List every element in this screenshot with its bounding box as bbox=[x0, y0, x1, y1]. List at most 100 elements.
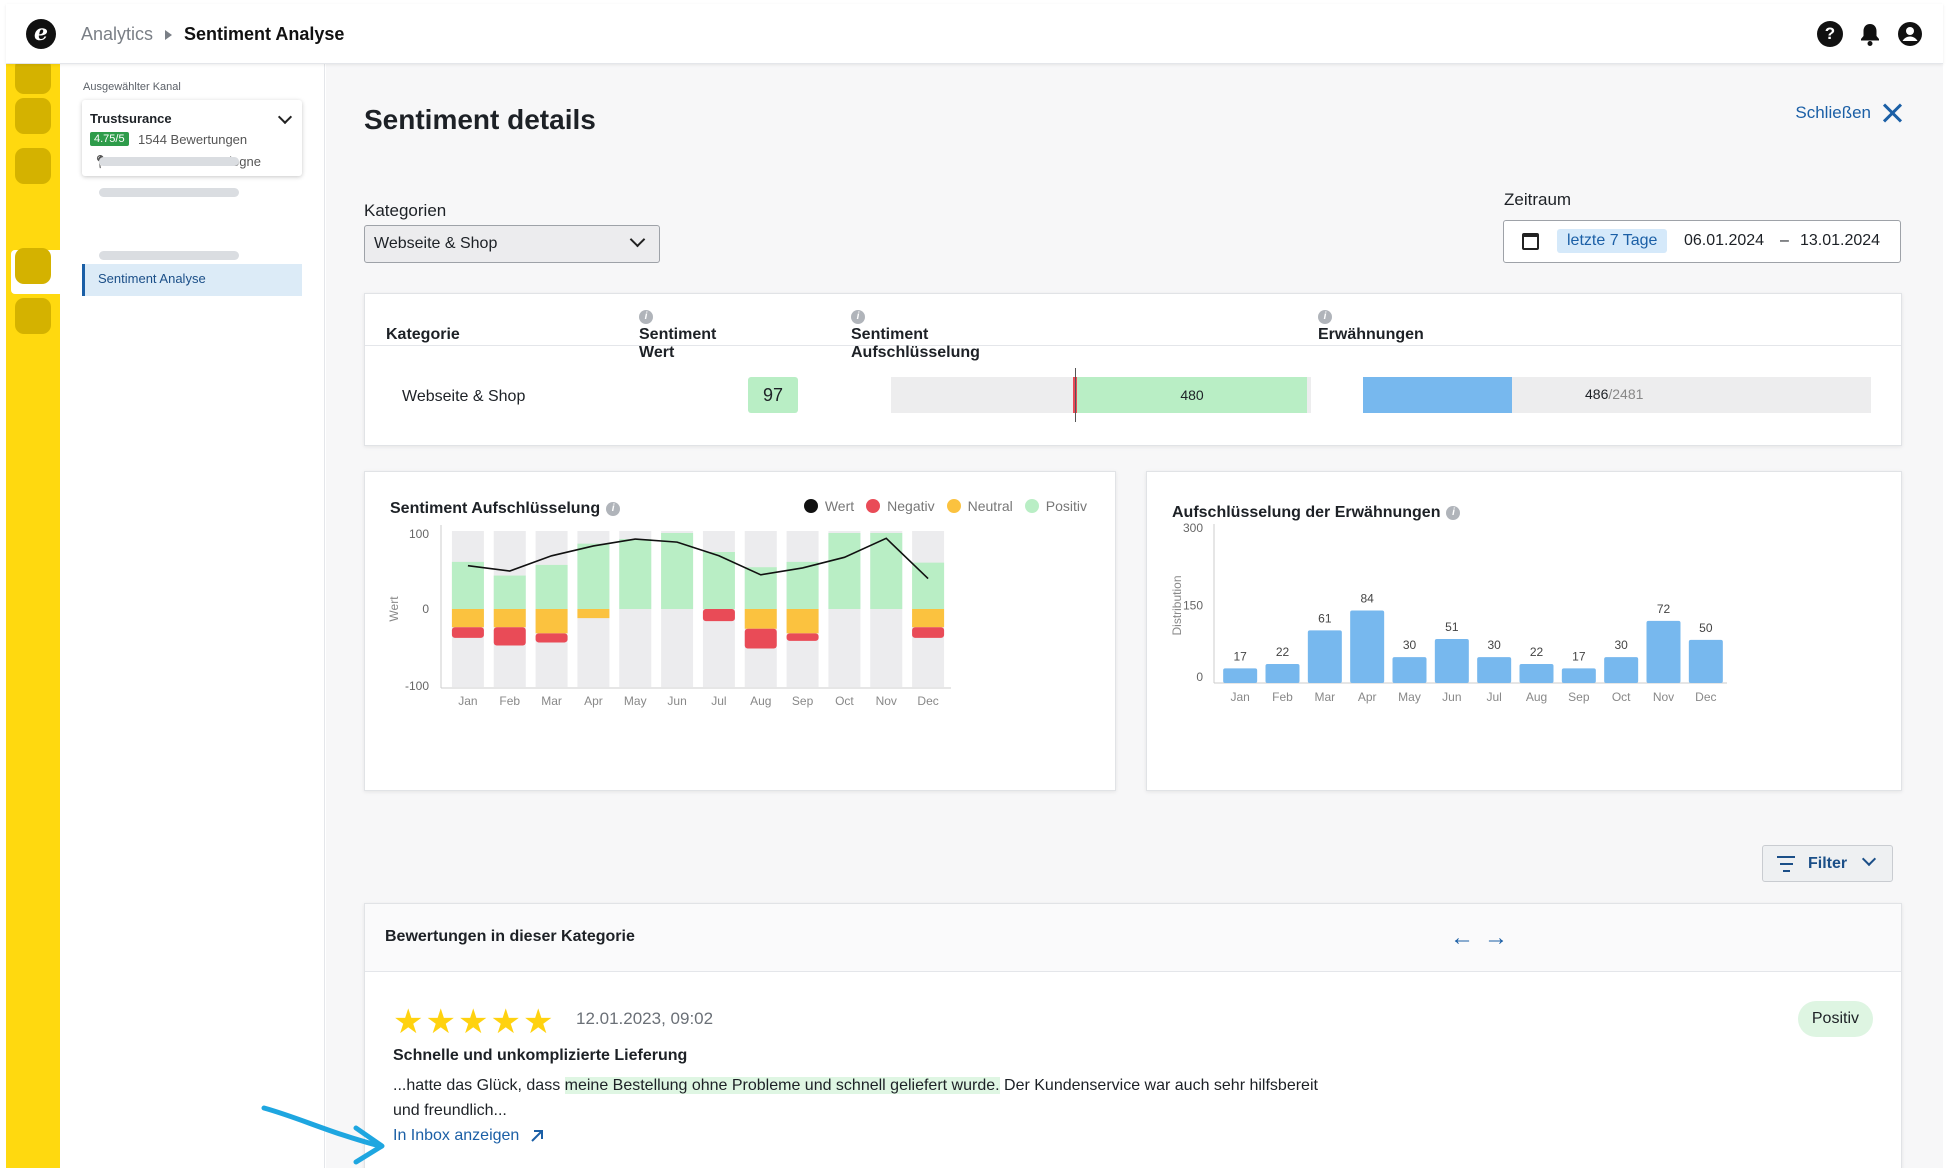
bar-positive bbox=[870, 533, 903, 609]
x-tick-label: Jun bbox=[667, 694, 686, 708]
category-select[interactable]: Webseite & Shop bbox=[364, 225, 660, 263]
data-label: 51 bbox=[1445, 620, 1459, 634]
bar-neutral bbox=[786, 609, 819, 634]
sidebar-item-placeholder[interactable] bbox=[99, 188, 239, 197]
top-bar: e Analytics Sentiment Analyse ? bbox=[6, 4, 1943, 64]
bar bbox=[1350, 610, 1385, 683]
mentions-count: 486 bbox=[1585, 386, 1609, 402]
date-range-picker[interactable]: letzte 7 Tage 06.01.2024 – 13.01.2024 bbox=[1503, 220, 1901, 263]
legend-item-wert[interactable]: Wert bbox=[803, 498, 855, 514]
header-breakdown-label: Sentiment Aufschlüsselung bbox=[851, 326, 980, 361]
legend-item-positiv[interactable]: Positiv bbox=[1024, 498, 1087, 514]
rail-item-2[interactable] bbox=[15, 98, 51, 134]
bar bbox=[1477, 657, 1512, 683]
review-text-before: ...hatte das Glück, dass bbox=[393, 1077, 565, 1094]
x-tick-label: Sep bbox=[792, 694, 814, 708]
bar-positive bbox=[661, 533, 694, 609]
reviews-header: Bewertungen in dieser Kategorie ← → bbox=[365, 904, 1901, 972]
bar-positive bbox=[828, 533, 861, 609]
chart-title: Aufschlüsselung der Erwähnungen i bbox=[1172, 504, 1461, 522]
sidebar-item-placeholder[interactable] bbox=[99, 251, 239, 260]
main-content: Sentiment details Schließen Kategorien W… bbox=[326, 64, 1943, 1168]
bar-positive bbox=[619, 539, 652, 609]
x-tick-label: Aug bbox=[750, 694, 771, 708]
header-value-label: Sentiment Wert bbox=[639, 326, 717, 361]
sidebar-item-sentiment-analyse[interactable]: Sentiment Analyse bbox=[82, 264, 302, 296]
reviews-panel: Bewertungen in dieser Kategorie ← → ★★★★… bbox=[364, 903, 1902, 1168]
sentiment-chart-svg: 100 0 -100 Wert Jan Feb Mar Apr May Jun Jul Aug Sep O… bbox=[387, 525, 951, 708]
breadcrumb-analytics[interactable]: Analytics bbox=[81, 24, 154, 44]
bar-positive bbox=[493, 575, 526, 609]
sentiment-breakdown-bar: 480 bbox=[891, 368, 1311, 422]
mentions-total: /2481 bbox=[1608, 386, 1644, 402]
x-tick-label: Apr bbox=[584, 694, 603, 708]
info-icon[interactable]: i bbox=[1446, 506, 1461, 520]
data-label: 72 bbox=[1657, 602, 1671, 616]
bar bbox=[1392, 657, 1427, 683]
rating-badge: 4.75/5 bbox=[90, 132, 129, 146]
next-arrow-icon[interactable]: → bbox=[1484, 924, 1508, 951]
chevron-down-icon bbox=[629, 231, 646, 248]
bar bbox=[1519, 664, 1554, 683]
bar-neutral bbox=[744, 609, 777, 629]
legend-item-negativ[interactable]: Negativ bbox=[866, 498, 935, 514]
mentions-fill bbox=[1363, 377, 1512, 413]
legend-item-neutral[interactable]: Neutral bbox=[946, 498, 1013, 514]
header-category-label: Kategorie bbox=[386, 326, 460, 343]
review-count: 1544 Bewertungen bbox=[138, 132, 248, 147]
data-label: 22 bbox=[1530, 645, 1544, 659]
rail-item-4[interactable] bbox=[15, 248, 51, 284]
legend-label: Positiv bbox=[1045, 498, 1087, 514]
data-label: 17 bbox=[1572, 649, 1586, 663]
bar-positive bbox=[577, 543, 610, 609]
info-icon[interactable]: i bbox=[606, 502, 621, 516]
bar-negative bbox=[744, 628, 777, 649]
info-icon[interactable]: i bbox=[639, 310, 653, 324]
header-actions: ? bbox=[1817, 21, 1923, 47]
review-title: Schnelle und unkomplizierte Lieferung bbox=[393, 1047, 688, 1064]
bell-icon[interactable] bbox=[1857, 21, 1883, 47]
legend-dot bbox=[946, 499, 961, 513]
bar bbox=[1561, 668, 1596, 683]
x-tick-label: May bbox=[624, 694, 647, 708]
app-logo[interactable]: e bbox=[26, 19, 56, 49]
bar-negative bbox=[786, 633, 819, 641]
y-tick-label: 300 bbox=[1183, 521, 1203, 535]
info-icon[interactable]: i bbox=[1318, 310, 1332, 324]
filter-button[interactable]: Filter bbox=[1762, 845, 1893, 882]
date-separator: – bbox=[1780, 232, 1789, 249]
bar-positive bbox=[786, 561, 819, 609]
x-tick-label: Sep bbox=[1568, 690, 1590, 704]
legend-label: Negativ bbox=[887, 498, 935, 514]
header-value: Sentiment Wert i bbox=[639, 310, 716, 361]
account-icon[interactable] bbox=[1897, 21, 1923, 47]
channel-label: Ausgewählter Kanal bbox=[83, 81, 181, 93]
bar bbox=[1223, 668, 1258, 683]
calendar-icon bbox=[1522, 233, 1539, 250]
chevron-down-icon bbox=[1861, 851, 1877, 867]
legend-label: Neutral bbox=[967, 498, 1013, 514]
period-preset-tag[interactable]: letzte 7 Tage bbox=[1557, 229, 1668, 253]
breadcrumb: Analytics Sentiment Analyse bbox=[81, 24, 344, 45]
header-breakdown: Sentiment Aufschlüsselung i bbox=[851, 310, 980, 361]
x-tick-label: Mar bbox=[1314, 690, 1335, 704]
rail-item-1[interactable] bbox=[15, 58, 51, 94]
sidebar-item-placeholder[interactable] bbox=[99, 157, 239, 166]
rail-item-5[interactable] bbox=[15, 298, 51, 334]
close-button[interactable]: Schließen bbox=[1795, 102, 1903, 124]
breadcrumb-current: Sentiment Analyse bbox=[184, 24, 345, 44]
x-tick-label: Jul bbox=[711, 694, 726, 708]
info-icon[interactable]: i bbox=[851, 310, 865, 324]
mentions-bar: 486/2481 bbox=[1363, 377, 1871, 413]
page-title: Sentiment details bbox=[364, 104, 596, 135]
previous-arrow-icon[interactable]: ← bbox=[1450, 924, 1474, 951]
legend-label: Wert bbox=[824, 498, 855, 514]
help-icon[interactable]: ? bbox=[1817, 21, 1843, 47]
mentions-breakdown-chart: Aufschlüsselung der Erwähnungen i 300 150 0… bbox=[1146, 471, 1902, 791]
bar-negative bbox=[535, 633, 568, 643]
bar-neutral bbox=[577, 609, 610, 619]
rail-item-3[interactable] bbox=[15, 148, 51, 184]
open-in-inbox-link[interactable]: In Inbox anzeigen bbox=[393, 1127, 545, 1145]
series-line-wert bbox=[467, 537, 929, 580]
x-tick-label: Nov bbox=[876, 694, 897, 708]
